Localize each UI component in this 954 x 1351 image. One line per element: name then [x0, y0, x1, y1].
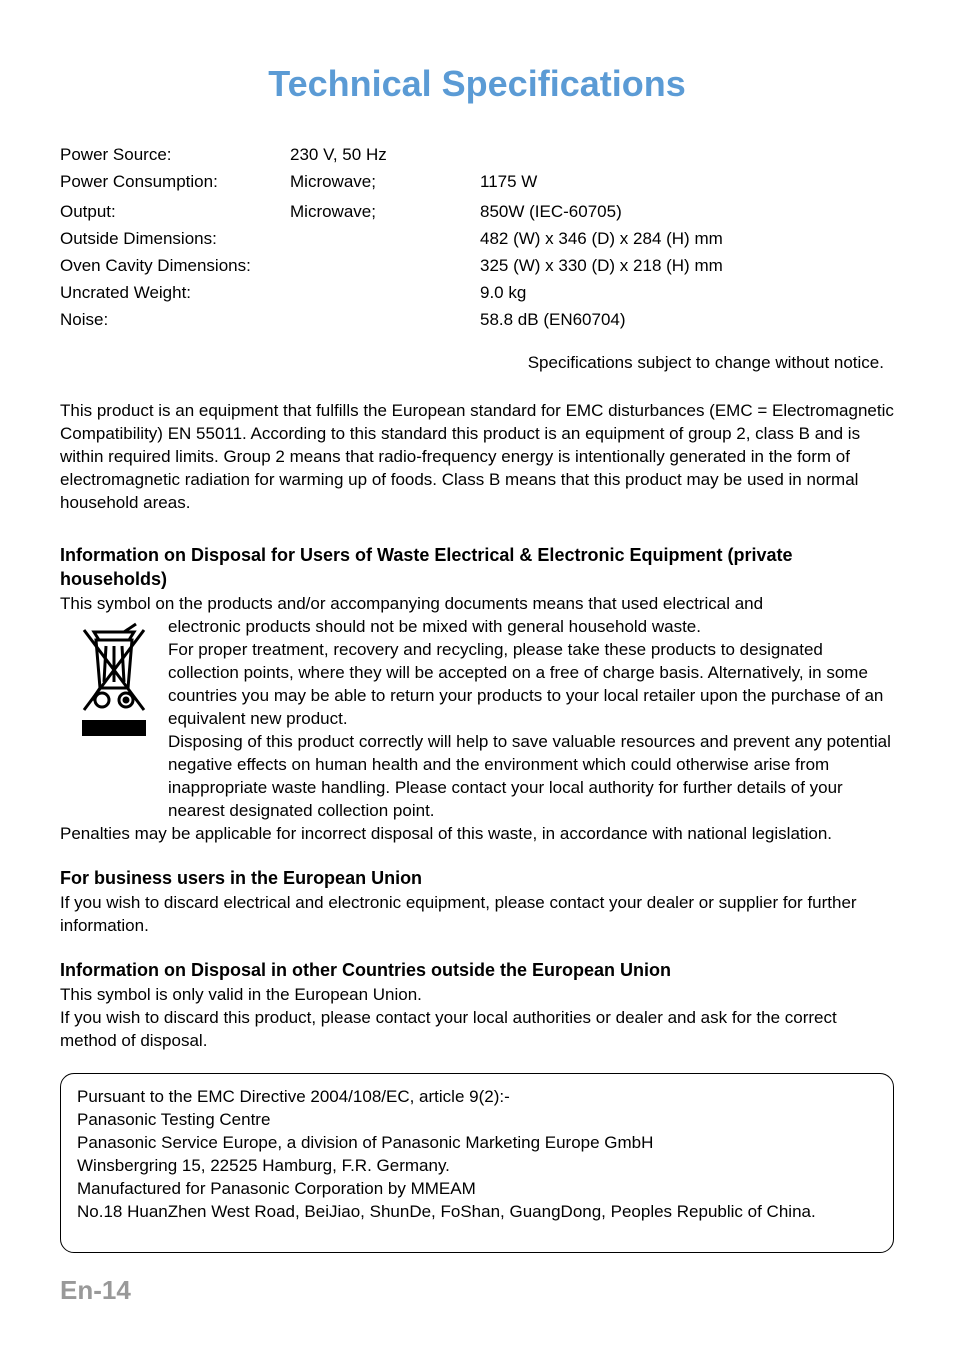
spec-row: Power Consumption:Microwave;1175 W: [60, 171, 894, 194]
spec-value: 58.8 dB (EN60704): [480, 309, 894, 332]
other-heading: Information on Disposal in other Countri…: [60, 958, 894, 982]
spec-value: 1175 W: [480, 171, 894, 194]
spec-value: 482 (W) x 346 (D) x 284 (H) mm: [480, 228, 894, 251]
spec-row: Output:Microwave;850W (IEC-60705): [60, 201, 894, 224]
disposal-section: Information on Disposal for Users of Was…: [60, 543, 894, 846]
spec-table: Power Source:230 V, 50 HzPower Consumpti…: [60, 144, 894, 333]
spec-row: Noise: 58.8 dB (EN60704): [60, 309, 894, 332]
spec-label: Power Source:: [60, 144, 290, 167]
spec-mid: Microwave;: [290, 171, 480, 194]
framed-notice: Pursuant to the EMC Directive 2004/108/E…: [60, 1073, 894, 1253]
spec-mid: Microwave;: [290, 201, 480, 224]
spec-value: 9.0 kg: [480, 282, 894, 305]
other-section: Information on Disposal in other Countri…: [60, 958, 894, 1053]
spec-mid: [290, 228, 480, 251]
spec-label: Uncrated Weight:: [60, 282, 290, 305]
spec-mid: [290, 309, 480, 332]
emc-paragraph: This product is an equipment that fulfil…: [60, 400, 894, 515]
business-heading: For business users in the European Union: [60, 866, 894, 890]
spec-label: Power Consumption:: [60, 171, 290, 194]
spec-mid: [290, 282, 480, 305]
page-footer: En-14: [60, 1273, 894, 1308]
spec-row: Oven Cavity Dimensions: 325 (W) x 330 (D)…: [60, 255, 894, 278]
spec-row: Power Source:230 V, 50 Hz: [60, 144, 894, 167]
disposal-icon-text: electronic products should not be mixed …: [168, 616, 894, 822]
spec-label: Oven Cavity Dimensions:: [60, 255, 290, 278]
spec-value: 325 (W) x 330 (D) x 218 (H) mm: [480, 255, 894, 278]
spec-value: [480, 144, 894, 167]
spec-row: Outside Dimensions: 482 (W) x 346 (D) x 2…: [60, 228, 894, 251]
spec-label: Outside Dimensions:: [60, 228, 290, 251]
disposal-heading: Information on Disposal for Users of Was…: [60, 543, 894, 592]
other-text: This symbol is only valid in the Europea…: [60, 984, 894, 1053]
spec-label: Noise:: [60, 309, 290, 332]
spec-value: 850W (IEC-60705): [480, 201, 894, 224]
spec-mid: 230 V, 50 Hz: [290, 144, 480, 167]
spec-note: Specifications subject to change without…: [60, 352, 894, 375]
spec-label: Output:: [60, 201, 290, 224]
business-text: If you wish to discard electrical and el…: [60, 892, 894, 938]
disposal-after: Penalties may be applicable for incorrec…: [60, 823, 894, 846]
disposal-line1: This symbol on the products and/or accom…: [60, 593, 894, 616]
page-title: Technical Specifications: [60, 60, 894, 109]
spec-mid: [290, 255, 480, 278]
weee-icon: [74, 620, 154, 740]
spec-row: Uncrated Weight: 9.0 kg: [60, 282, 894, 305]
business-section: For business users in the European Union…: [60, 866, 894, 938]
